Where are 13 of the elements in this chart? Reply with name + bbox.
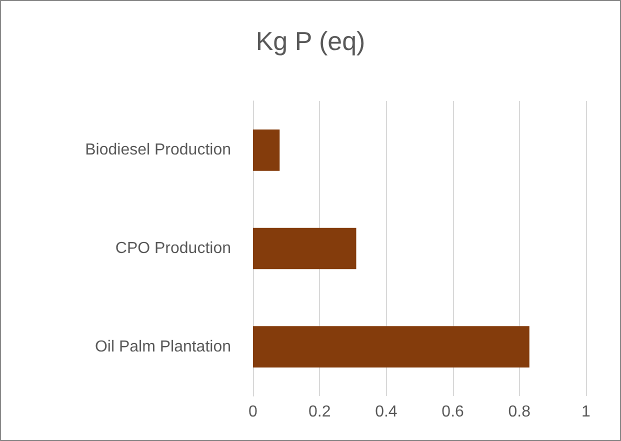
y-tick-label: Oil Palm Plantation <box>94 338 231 356</box>
x-tick-label: 0.6 <box>442 404 464 420</box>
x-tick-label: 0.2 <box>308 404 331 420</box>
x-tick-label: 0.8 <box>508 404 531 420</box>
y-tick-label: CPO Production <box>115 240 231 257</box>
bar <box>253 228 356 270</box>
x-tick-label: 1 <box>582 404 591 420</box>
x-tick-label: 0.4 <box>375 404 398 420</box>
x-tick-label: 0 <box>248 404 258 420</box>
bar <box>253 130 280 171</box>
bar <box>253 326 530 368</box>
chart-title: Kg P (eq) <box>256 26 366 56</box>
y-tick-label: Biodiesel Production <box>85 142 231 159</box>
